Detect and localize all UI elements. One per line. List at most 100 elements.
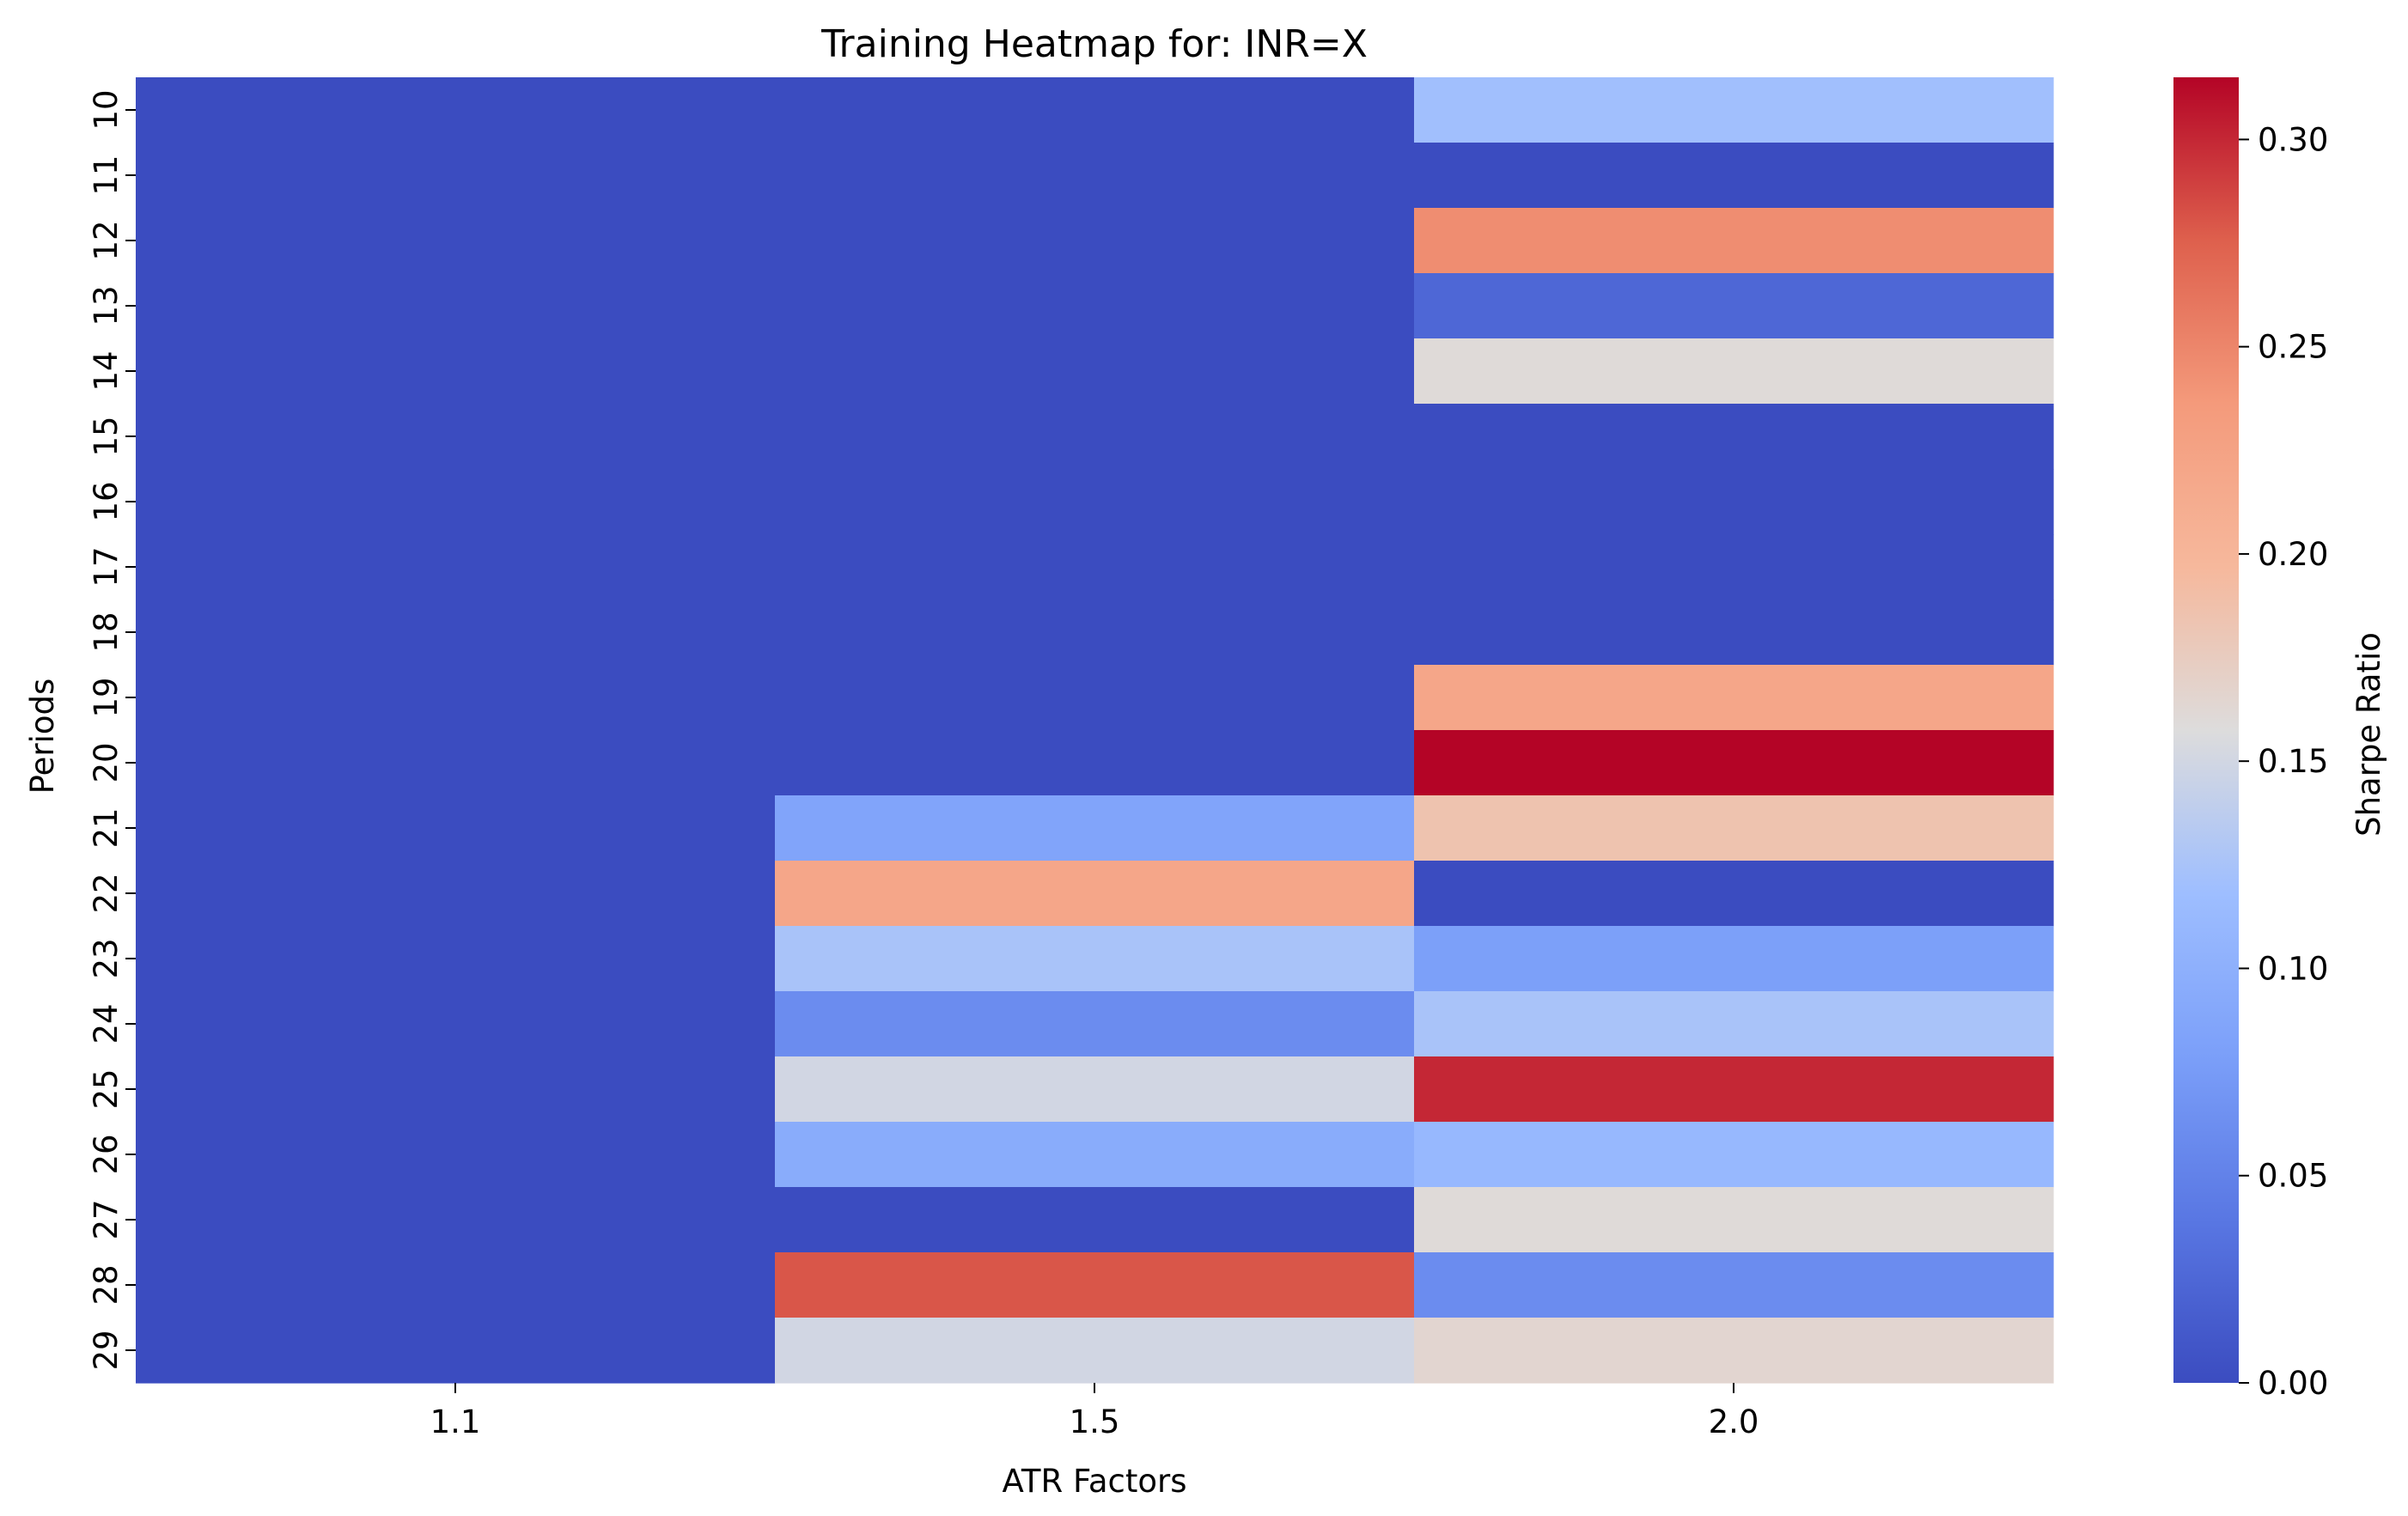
heatmap-cell <box>1414 991 2054 1057</box>
heatmap-cell <box>775 208 1415 274</box>
heatmap-cell <box>136 404 776 470</box>
heatmap-cell <box>775 861 1415 927</box>
heatmap-cell <box>775 1187 1415 1253</box>
x-axis-label: ATR Factors <box>1002 1463 1186 1500</box>
x-tick-label: 2.0 <box>1709 1403 1759 1440</box>
y-tick-label: 16 <box>88 481 125 521</box>
heatmap-cell <box>1414 861 2054 927</box>
heatmap-cell <box>136 926 776 992</box>
y-axis-ticks: 10 11 12 13 14 15 16 17 18 19 20 21 22 23 24 25 26 27 28 29 <box>88 89 136 1371</box>
colorbar-label: Sharpe Ratio <box>2350 632 2387 837</box>
y-tick-label: 23 <box>88 938 125 978</box>
heatmap-cell <box>1414 338 2054 405</box>
y-tick-label: 19 <box>88 677 125 717</box>
heatmap-cell <box>1414 1122 2054 1188</box>
colorbar-tick-label: 0.25 <box>2258 329 2328 366</box>
heatmap-cell <box>1414 273 2054 339</box>
heatmap-cell <box>136 861 776 927</box>
heatmap-cell <box>1414 926 2054 992</box>
heatmap-cell <box>1414 208 2054 274</box>
y-tick-label: 29 <box>88 1330 125 1370</box>
y-tick-label: 24 <box>88 1003 125 1044</box>
heatmap-cell <box>775 77 1415 143</box>
colorbar-tick-label: 0.05 <box>2258 1158 2328 1195</box>
x-tick-label: 1.5 <box>1070 1403 1120 1440</box>
chart-title: Training Heatmap for: INR=X <box>820 22 1368 66</box>
heatmap-cell <box>136 143 776 209</box>
y-tick-label: 26 <box>88 1134 125 1174</box>
y-tick-label: 25 <box>88 1069 125 1109</box>
heatmap-cell <box>136 1056 776 1123</box>
x-axis-ticks: 1.1 1.5 2.0 <box>430 1383 1759 1440</box>
heatmap-cell <box>775 795 1415 862</box>
heatmap-cell <box>136 1318 776 1384</box>
heatmap-cell <box>775 469 1415 535</box>
heatmap-cell <box>136 665 776 731</box>
y-tick-label: 21 <box>88 807 125 848</box>
y-tick-label: 15 <box>88 416 125 456</box>
heatmap-cell <box>1414 1056 2054 1123</box>
heatmap-cell <box>136 469 776 535</box>
heatmap-cell <box>775 404 1415 470</box>
heatmap-cell <box>775 1056 1415 1123</box>
heatmap-cell <box>1414 404 2054 470</box>
heatmap-cell <box>775 1252 1415 1318</box>
y-axis-label: Periods <box>24 679 61 795</box>
heatmap-cell <box>1414 534 2054 600</box>
heatmap-cell <box>1414 1252 2054 1318</box>
y-tick-label: 17 <box>88 546 125 587</box>
y-tick-label: 22 <box>88 873 125 913</box>
heatmap-cell <box>136 338 776 405</box>
heatmap-cell <box>1414 143 2054 209</box>
y-tick-label: 18 <box>88 612 125 652</box>
y-tick-label: 13 <box>88 285 125 326</box>
colorbar-tick-label: 0.30 <box>2258 121 2328 158</box>
heatmap-cell <box>775 338 1415 405</box>
y-tick-label: 27 <box>88 1199 125 1239</box>
heatmap-cell <box>775 991 1415 1057</box>
heatmap-cell <box>136 795 776 862</box>
colorbar-tick-label: 0.15 <box>2258 743 2328 780</box>
heatmap-cell <box>775 1318 1415 1384</box>
colorbar-tick-label: 0.00 <box>2258 1365 2328 1402</box>
y-tick-label: 11 <box>88 155 125 195</box>
heatmap-cell <box>775 730 1415 796</box>
heatmap-cell <box>1414 795 2054 862</box>
x-tick-label: 1.1 <box>430 1403 481 1440</box>
heatmap-cell <box>136 534 776 600</box>
y-tick-label: 14 <box>88 350 125 391</box>
heatmap-cell <box>775 1122 1415 1188</box>
heatmap-cell <box>136 991 776 1057</box>
colorbar <box>2173 77 2239 1383</box>
y-tick-label: 12 <box>88 220 125 260</box>
heatmap-cell <box>775 143 1415 209</box>
heatmap-cell <box>1414 730 2054 796</box>
heatmap-cell <box>775 665 1415 731</box>
colorbar-tick-label: 0.10 <box>2258 950 2328 987</box>
heatmap-cells <box>136 77 2054 1384</box>
heatmap-cell <box>775 926 1415 992</box>
heatmap-cell <box>775 534 1415 600</box>
heatmap-cell <box>1414 1187 2054 1253</box>
y-tick-label: 28 <box>88 1264 125 1305</box>
heatmap-cell <box>136 600 776 666</box>
y-tick-label: 10 <box>88 89 125 130</box>
heatmap-cell <box>136 273 776 339</box>
heatmap-cell <box>136 208 776 274</box>
heatmap-cell <box>1414 469 2054 535</box>
heatmap-cell <box>136 1252 776 1318</box>
y-tick-label: 20 <box>88 742 125 782</box>
heatmap-cell <box>1414 600 2054 666</box>
heatmap-cell <box>1414 665 2054 731</box>
heatmap-cell <box>775 600 1415 666</box>
colorbar-ticks: 0.00 0.05 0.10 0.15 0.20 0.25 0.30 <box>2239 121 2328 1402</box>
heatmap-cell <box>136 1187 776 1253</box>
heatmap-cell <box>136 1122 776 1188</box>
heatmap-cell <box>136 77 776 143</box>
heatmap-cell <box>1414 77 2054 143</box>
heatmap-cell <box>775 273 1415 339</box>
colorbar-tick-label: 0.20 <box>2258 536 2328 573</box>
heatmap-cell <box>136 730 776 796</box>
heatmap-cell <box>1414 1318 2054 1384</box>
